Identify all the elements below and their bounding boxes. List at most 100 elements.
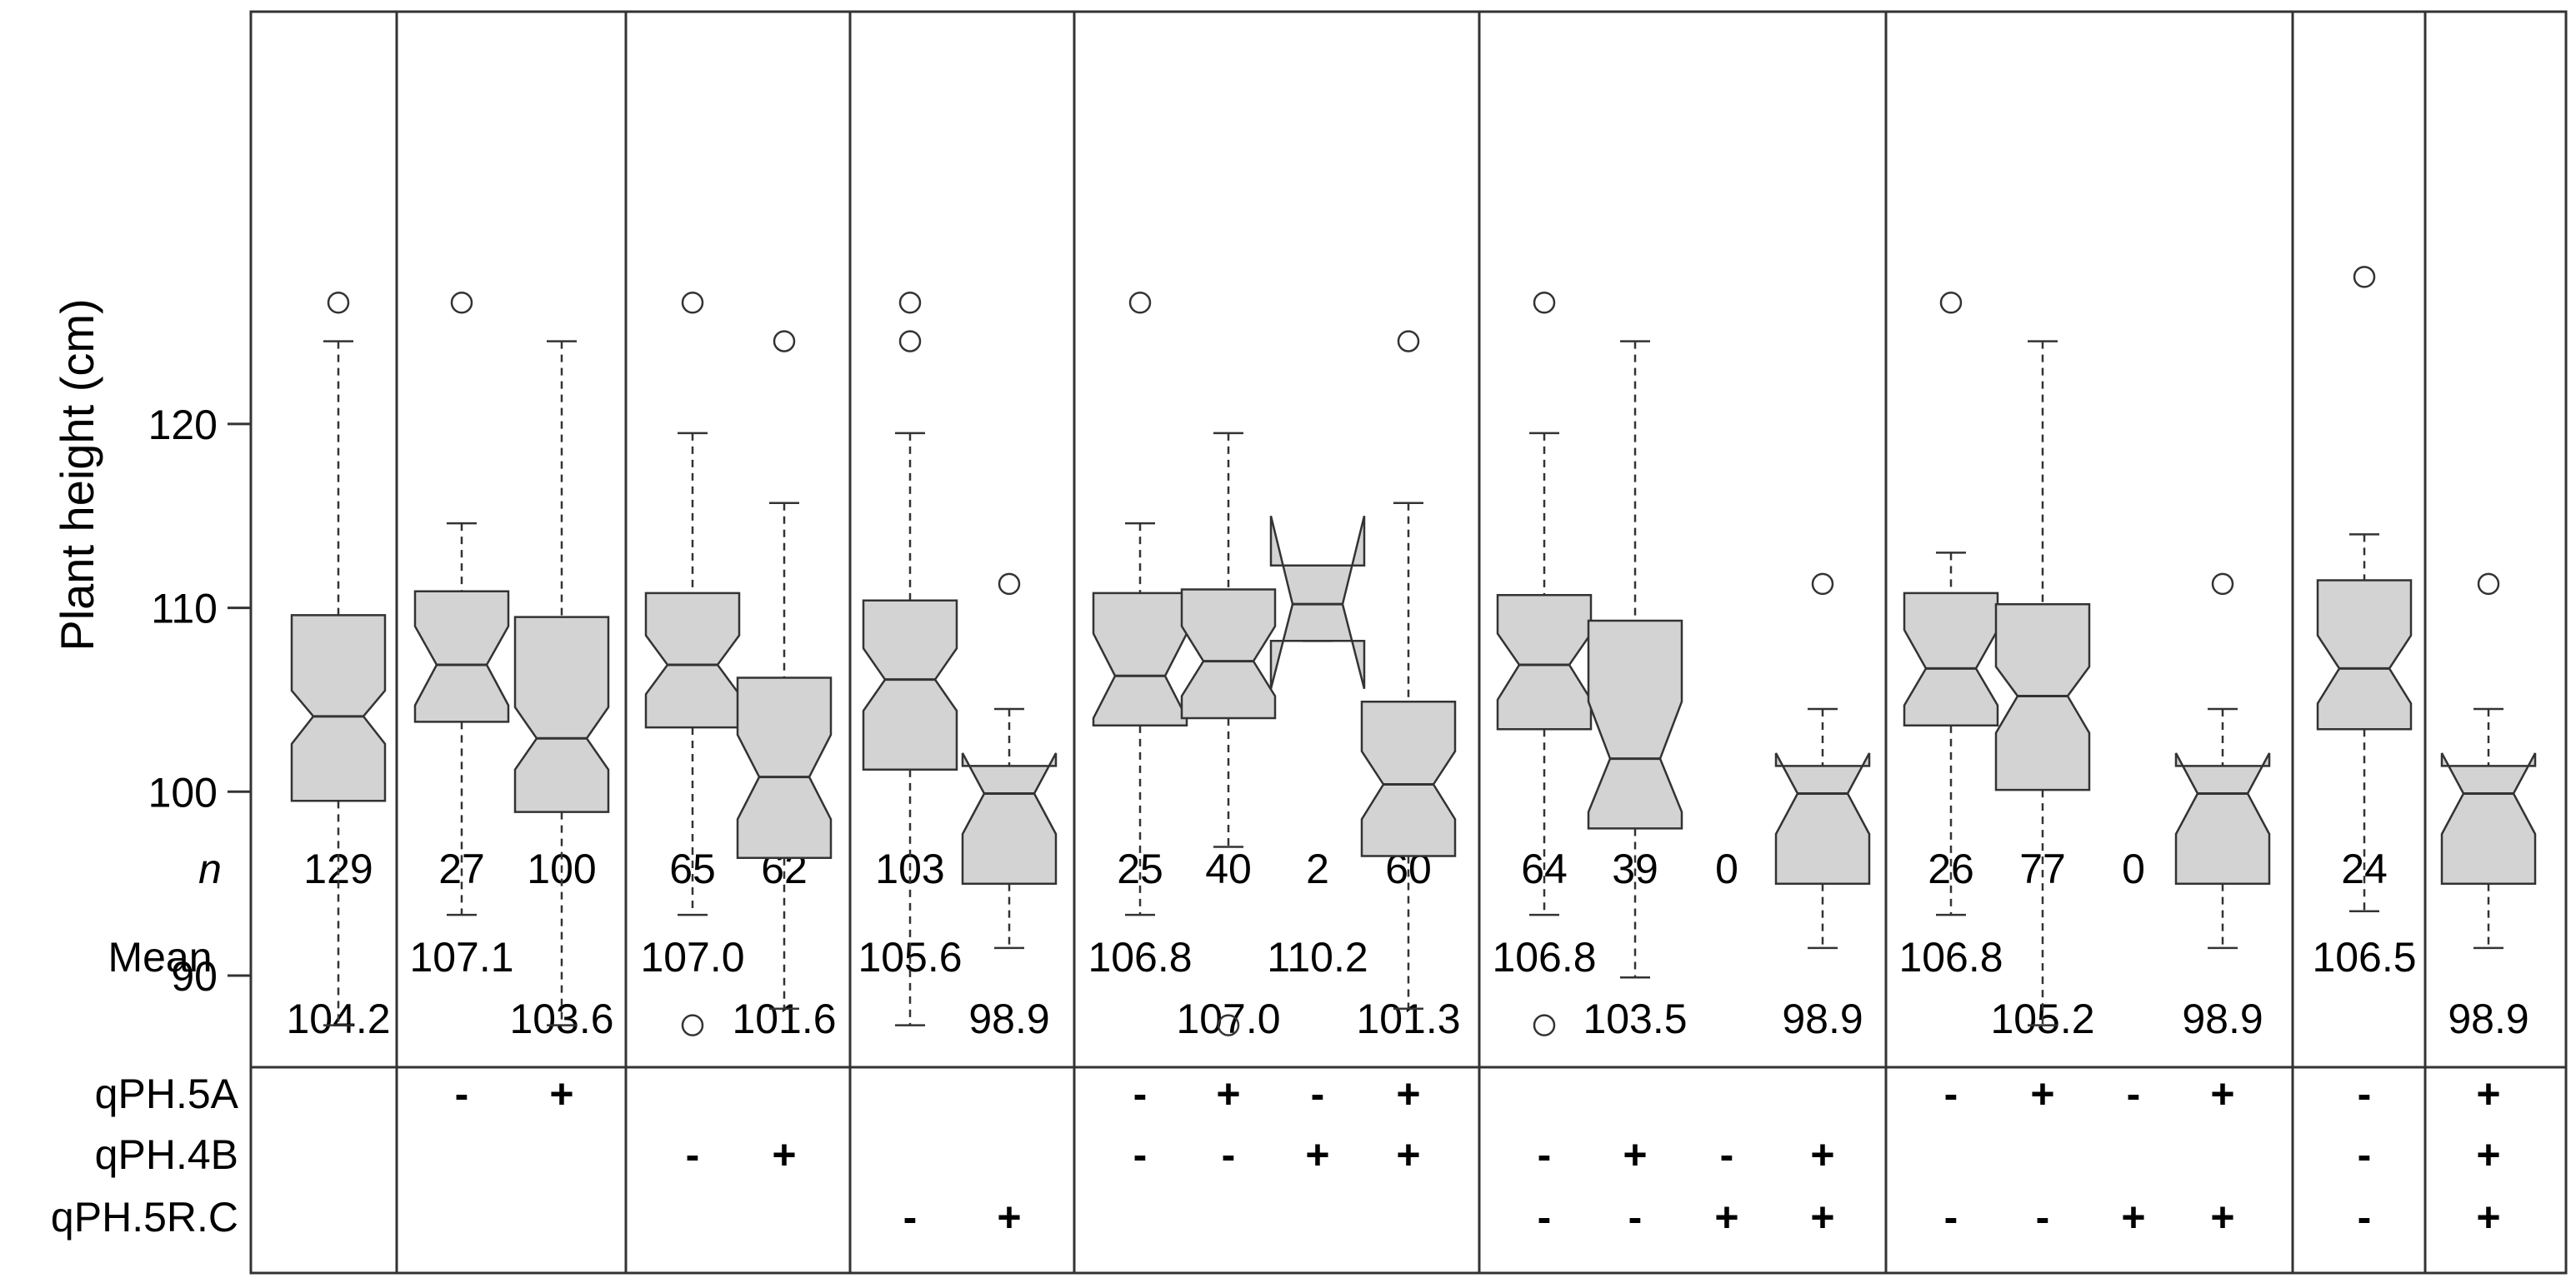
notched-box: [1092, 592, 1188, 727]
y-tick-label: 100: [148, 769, 218, 816]
genotype-mark: +: [2121, 1194, 2145, 1241]
genotype-mark: -: [686, 1131, 700, 1178]
genotype-mark: +: [1305, 1131, 1329, 1178]
notched-box: [1496, 593, 1593, 731]
outlier-point: [681, 1014, 704, 1036]
mean-value: 98.9: [1782, 996, 1863, 1042]
n-value: 0: [2122, 846, 2145, 892]
genotype-mark: +: [997, 1194, 1021, 1241]
mean-row-label: Mean: [108, 934, 212, 981]
outlier-point: [2477, 572, 2500, 596]
genotype-mark: -: [1538, 1194, 1552, 1241]
row-labels: n Mean qPH.5A qPH.4B qPH.5R.C: [51, 846, 239, 1241]
boxes: 129104.227107.1-100103.6+65107.0-62101.6…: [286, 266, 2537, 1241]
outlier-point: [327, 291, 350, 314]
y-axis: 90 100 110 120 Plant height (cm): [51, 298, 251, 1000]
notched-box: [1360, 700, 1457, 857]
n-value: 2: [1306, 846, 1329, 892]
genotype-mark: +: [772, 1131, 796, 1178]
notched-box: [862, 599, 958, 771]
outlier-point: [2211, 572, 2234, 596]
genotype-mark: -: [2358, 1131, 2372, 1178]
notched-box: [1903, 592, 1999, 727]
outlier-point: [1533, 1014, 1556, 1036]
notched-box: [2440, 752, 2537, 885]
genotype-mark: +: [2030, 1071, 2054, 1117]
genotype-mark: -: [1944, 1071, 1958, 1117]
genotype-mark: +: [1810, 1131, 1834, 1178]
notched-box: [1774, 752, 1871, 885]
notched-box: [1180, 588, 1277, 720]
notched-box: [413, 590, 510, 723]
notched-box: [2174, 752, 2271, 885]
genotype-mark: +: [1216, 1071, 1240, 1117]
genotype-mark: +: [1623, 1131, 1647, 1178]
outlier-point: [898, 291, 922, 314]
genotype-mark: +: [1396, 1071, 1420, 1117]
mean-value: 98.9: [2448, 996, 2528, 1042]
outlier-point: [450, 291, 473, 314]
outlier-point: [681, 291, 704, 314]
mean-value: 110.2: [1267, 934, 1368, 981]
genotype-mark: -: [2358, 1071, 2372, 1117]
notched-box: [513, 616, 610, 813]
notched-box: [736, 676, 833, 860]
notched-box: [644, 592, 741, 729]
genotype-mark: +: [1396, 1131, 1420, 1178]
mean-value: 101.3: [1356, 996, 1460, 1042]
n-row-label: n: [198, 846, 222, 892]
outlier-point: [998, 572, 1021, 596]
outlier-point: [1128, 291, 1152, 314]
y-tick-label: 110: [151, 586, 218, 632]
mean-value: 101.6: [732, 996, 836, 1042]
panel-frames: [249, 10, 2568, 1275]
genotype-mark: -: [1133, 1131, 1148, 1178]
mean-value: 107.1: [409, 934, 513, 981]
genotype-mark: -: [1311, 1071, 1325, 1117]
outlier-point: [1939, 291, 1963, 314]
genotype-mark: +: [549, 1071, 573, 1117]
genotype-mark: -: [1628, 1194, 1643, 1241]
notched-box: [961, 752, 1058, 885]
genotype-mark: -: [1720, 1131, 1734, 1178]
notched-box: [2316, 579, 2413, 731]
genotype-mark: -: [1944, 1194, 1958, 1241]
notched-box: [1269, 516, 1366, 690]
outlier-point: [773, 330, 796, 352]
genotype-mark: +: [2210, 1194, 2234, 1241]
genotype-mark: -: [455, 1071, 469, 1117]
notched-box: [1587, 619, 1683, 830]
n-value: 0: [1715, 846, 1738, 892]
genotype-mark: -: [1538, 1131, 1552, 1178]
n-value: 40: [1205, 846, 1252, 892]
genotype-mark: +: [2476, 1071, 2500, 1117]
genotype-mark: +: [1714, 1194, 1738, 1241]
outlier-point: [1811, 572, 1834, 596]
genotype-mark: -: [2036, 1194, 2050, 1241]
genotype-mark: -: [903, 1194, 918, 1241]
outlier-point: [1533, 291, 1556, 314]
y-tick-label: 90: [171, 953, 218, 1000]
genotype-mark: -: [2358, 1194, 2372, 1241]
genotype-label: qPH.5R.C: [51, 1194, 238, 1241]
mean-value: 106.8: [1492, 934, 1596, 981]
mean-value: 98.9: [2182, 996, 2263, 1042]
genotype-mark: -: [1133, 1071, 1148, 1117]
outlier-point: [2353, 266, 2376, 288]
genotype-mark: +: [2476, 1131, 2500, 1178]
n-value: 26: [1928, 846, 1974, 892]
y-axis-title: Plant height (cm): [51, 298, 103, 651]
outer-frame: [249, 10, 2568, 1275]
mean-value: 103.5: [1583, 996, 1687, 1042]
mean-value: 106.5: [2312, 934, 2416, 981]
outlier-point: [1217, 1014, 1240, 1036]
mean-value: 106.8: [1898, 934, 2003, 981]
n-value: 25: [1117, 846, 1163, 892]
outlier-point: [1397, 330, 1420, 352]
genotype-mark: +: [1810, 1194, 1834, 1241]
notched-box: [290, 614, 387, 802]
mean-value: 98.9: [968, 996, 1049, 1042]
y-tick-label: 120: [148, 402, 218, 448]
mean-value: 106.8: [1088, 934, 1192, 981]
